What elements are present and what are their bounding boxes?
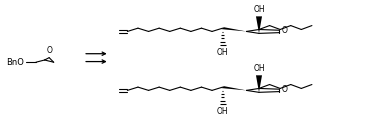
Text: O: O xyxy=(46,46,52,55)
Polygon shape xyxy=(222,86,246,90)
Polygon shape xyxy=(256,16,262,33)
Polygon shape xyxy=(222,27,246,31)
Text: OH: OH xyxy=(217,48,228,57)
Text: BnO: BnO xyxy=(6,58,23,67)
Text: OH: OH xyxy=(253,5,265,14)
Polygon shape xyxy=(256,75,262,92)
Text: OH: OH xyxy=(253,64,265,73)
Text: O: O xyxy=(281,26,287,35)
Text: O: O xyxy=(281,85,287,94)
Text: OH: OH xyxy=(217,107,228,116)
